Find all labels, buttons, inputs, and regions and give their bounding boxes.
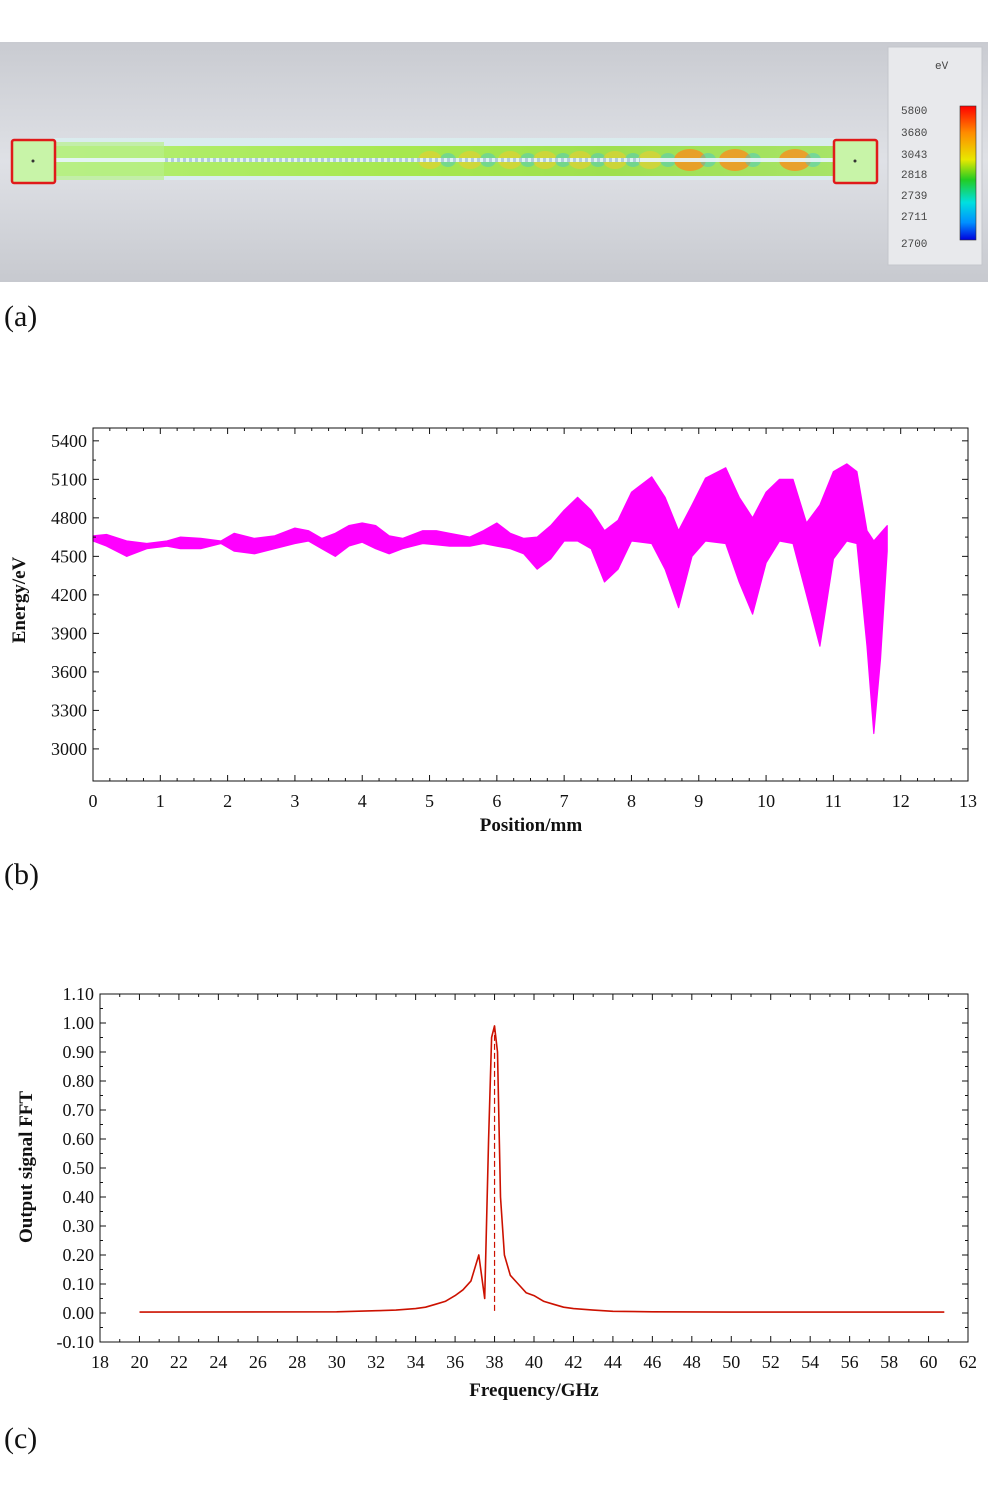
- x-tick-label: 34: [407, 1352, 425, 1372]
- legend-level: 3680: [901, 128, 927, 140]
- y-tick-label: 4500: [51, 546, 87, 566]
- y-tick-label: 5400: [51, 431, 87, 451]
- legend-level: 2700: [901, 239, 927, 251]
- y-tick-label: 1.00: [63, 1013, 95, 1033]
- x-tick-label: 7: [560, 791, 569, 811]
- fft-series-line: [139, 1025, 945, 1313]
- y-tick-label: 5100: [51, 469, 87, 489]
- y-tick-label: 0.90: [63, 1042, 95, 1062]
- energy-band-area: [92, 463, 888, 735]
- x-tick-label: 2: [223, 791, 232, 811]
- legend-level: 2818: [901, 170, 927, 182]
- x-tick-label: 58: [880, 1352, 898, 1372]
- x-tick-label: 22: [170, 1352, 188, 1372]
- axes: 0 1 2 3 4 5 6 7 8 9 10 11 12 133000330036003900420045…: [51, 427, 977, 811]
- y-tick-label: 3900: [51, 623, 87, 643]
- x-tick-label: 36: [446, 1352, 464, 1372]
- colorbar: [959, 105, 977, 241]
- y-tick-label: 3600: [51, 662, 87, 682]
- x-tick-label: 60: [920, 1352, 938, 1372]
- legend-unit: eV: [935, 61, 949, 73]
- y-tick-label: -0.10: [57, 1332, 95, 1352]
- x-tick-label: 38: [486, 1352, 504, 1372]
- fft-spectrum-chart: 18 20 22 24 26 28 30 32 34 36 38 40 42 44 46 48 50 52 54 56…: [16, 985, 978, 1401]
- x-tick-label: 52: [762, 1352, 780, 1372]
- x-tick-label: 42: [564, 1352, 582, 1372]
- x-tick-label: 44: [604, 1352, 622, 1372]
- x-tick-label: 6: [492, 791, 501, 811]
- x-tick-label: 12: [892, 791, 910, 811]
- x-tick-label: 28: [288, 1352, 306, 1372]
- y-tick-label: 0.30: [63, 1216, 95, 1236]
- y-tick-label: 0.40: [63, 1187, 95, 1207]
- y-tick-label: 4800: [51, 508, 87, 528]
- y-tick-label: 0.80: [63, 1071, 95, 1091]
- x-tick-label: 20: [130, 1352, 148, 1372]
- x-tick-label: 48: [683, 1352, 701, 1372]
- x-tick-label: 24: [209, 1352, 227, 1372]
- panel-label-b: (b): [4, 858, 39, 891]
- x-tick-label: 50: [722, 1352, 740, 1372]
- x-tick-label: 26: [249, 1352, 267, 1372]
- simulation-energy-map: eV 5800 3680 3043 2818 2739 2711 2700: [0, 42, 988, 282]
- legend-level: 2711: [901, 212, 928, 224]
- legend-level: 3043: [901, 150, 927, 162]
- y-tick-label: 0.10: [63, 1274, 95, 1294]
- x-tick-label: 30: [328, 1352, 346, 1372]
- x-tick-label: 18: [91, 1352, 109, 1372]
- x-tick-label: 5: [425, 791, 434, 811]
- x-tick-label: 40: [525, 1352, 543, 1372]
- x-tick-label: 62: [959, 1352, 977, 1372]
- y-axis-title: Energy/eV: [9, 556, 30, 643]
- y-tick-label: 3000: [51, 739, 87, 759]
- y-tick-label: 0.00: [63, 1303, 95, 1323]
- axes: 18 20 22 24 26 28 30 32 34 36 38 40 42 44 46 48 50 52 54 56…: [57, 985, 978, 1372]
- x-tick-label: 9: [694, 791, 703, 811]
- x-tick-label: 10: [757, 791, 775, 811]
- x-axis-title: Frequency/GHz: [469, 1380, 599, 1401]
- legend-level: 5800: [901, 106, 927, 118]
- x-axis-title: Position/mm: [480, 815, 583, 836]
- y-tick-label: 1.10: [63, 985, 95, 1004]
- y-tick-label: 0.20: [63, 1245, 95, 1265]
- fft-trace: [139, 1025, 945, 1313]
- y-tick-label: 0.50: [63, 1158, 95, 1178]
- x-tick-label: 46: [643, 1352, 661, 1372]
- input-port-dot: [31, 159, 35, 163]
- x-tick-label: 0: [89, 791, 98, 811]
- x-tick-label: 11: [825, 791, 842, 811]
- panel-label-c: (c): [4, 1422, 38, 1455]
- x-tick-label: 1: [156, 791, 165, 811]
- y-tick-label: 3300: [51, 700, 87, 720]
- x-tick-label: 32: [367, 1352, 385, 1372]
- y-axis-title: Output signal FFT: [16, 1091, 37, 1243]
- panel-label-a: (a): [4, 300, 38, 333]
- y-tick-label: 0.70: [63, 1100, 95, 1120]
- output-port-dot: [853, 159, 857, 163]
- energy-position-chart: 0 1 2 3 4 5 6 7 8 9 10 11 12 133000330036003900420045…: [9, 427, 977, 836]
- y-tick-label: 4200: [51, 585, 87, 605]
- energy-band: [92, 463, 888, 735]
- x-tick-label: 8: [627, 791, 636, 811]
- x-tick-label: 54: [801, 1352, 819, 1372]
- plot-frame: [99, 993, 969, 1343]
- x-tick-label: 4: [358, 791, 367, 811]
- x-tick-label: 13: [959, 791, 977, 811]
- y-tick-label: 0.60: [63, 1129, 95, 1149]
- colormap-legend: eV 5800 3680 3043 2818 2739 2711 2700: [887, 46, 983, 266]
- x-tick-label: 56: [841, 1352, 859, 1372]
- x-tick-label: 3: [290, 791, 299, 811]
- legend-level: 2739: [901, 191, 927, 203]
